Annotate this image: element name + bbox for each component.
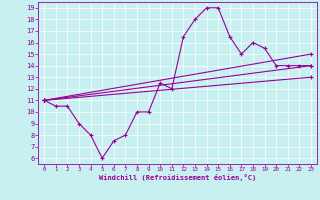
X-axis label: Windchill (Refroidissement éolien,°C): Windchill (Refroidissement éolien,°C) — [99, 174, 256, 181]
